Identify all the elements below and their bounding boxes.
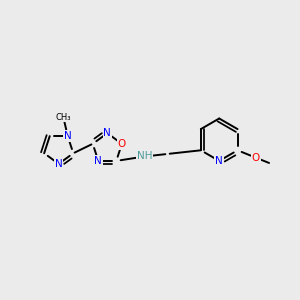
Text: N: N <box>55 159 63 169</box>
Text: O: O <box>118 139 126 149</box>
Text: N: N <box>103 128 111 138</box>
Text: N: N <box>94 156 102 166</box>
Text: N: N <box>215 156 223 166</box>
Text: NH: NH <box>136 152 152 161</box>
Text: N: N <box>64 131 72 141</box>
Text: CH₃: CH₃ <box>56 112 71 122</box>
Text: O: O <box>252 153 260 163</box>
